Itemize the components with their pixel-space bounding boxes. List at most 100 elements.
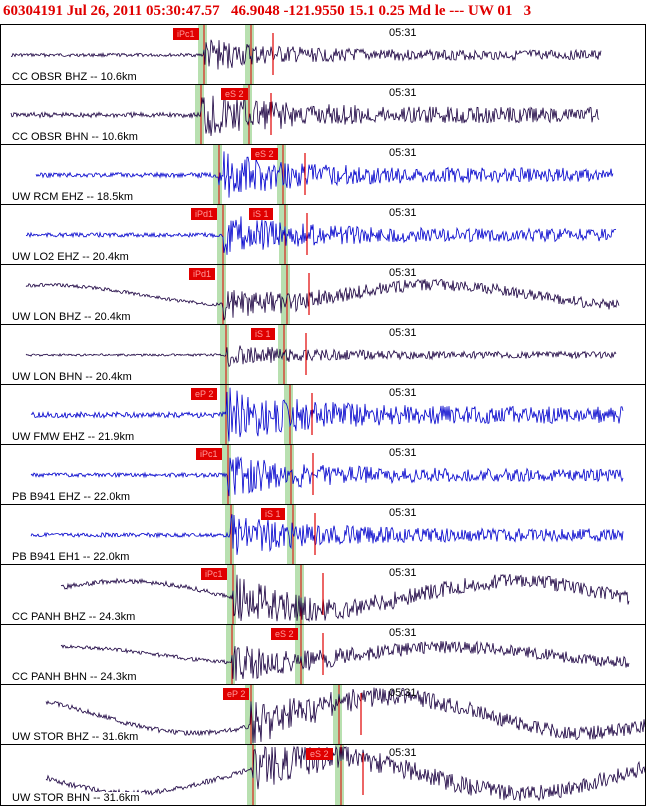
arrival-window bbox=[295, 625, 304, 684]
time-tick-label: 05:31 bbox=[389, 567, 417, 579]
trace-panel[interactable]: 05:31 eP 2 UW STOR BHZ -- 31.6km bbox=[0, 684, 646, 744]
trace-svg bbox=[25, 265, 620, 324]
time-tick-label: 05:31 bbox=[389, 27, 417, 39]
trace-panel[interactable]: 05:31 iS 1 PB B941 EH1 -- 22.0km bbox=[0, 504, 646, 564]
event-extra: 3 bbox=[523, 3, 532, 19]
event-flag: le bbox=[434, 3, 446, 19]
pick-flag[interactable]: iPd1 bbox=[189, 268, 216, 280]
waveform bbox=[10, 39, 602, 70]
arrival-window bbox=[335, 745, 344, 805]
trace-label: CC OBSR BHZ -- 10.6km bbox=[11, 71, 138, 83]
pick-flag[interactable]: eP 2 bbox=[191, 388, 218, 400]
trace-panel[interactable]: 05:31 iPc1 CC OBSR BHZ -- 10.6km bbox=[0, 24, 646, 84]
trace-label: PB B941 EHZ -- 22.0km bbox=[11, 491, 131, 503]
arrival-window bbox=[247, 745, 256, 805]
event-version: 01 bbox=[497, 3, 513, 19]
trace-label: UW FMW EHZ -- 21.9km bbox=[11, 431, 136, 443]
waveform bbox=[45, 687, 645, 744]
waveform bbox=[30, 387, 624, 442]
pick-flag[interactable]: iS 1 bbox=[249, 208, 273, 220]
trace-panel[interactable]: 05:31 eS 2 UW STOR BHN -- 31.6km bbox=[0, 744, 646, 806]
pick-flag[interactable]: iS 1 bbox=[251, 328, 275, 340]
arrival-window bbox=[226, 625, 235, 684]
time-tick-label: 05:31 bbox=[389, 687, 417, 699]
arrival-window bbox=[195, 85, 204, 144]
waveform bbox=[10, 95, 600, 137]
waveform bbox=[25, 216, 617, 255]
time-tick-label: 05:31 bbox=[389, 327, 417, 339]
trace-panel[interactable]: 05:31 iS 1 UW LON BHN -- 20.4km bbox=[0, 324, 646, 384]
time-tick-label: 05:31 bbox=[389, 87, 417, 99]
pick-flag[interactable]: eS 2 bbox=[221, 88, 248, 100]
time-tick-label: 05:31 bbox=[389, 387, 417, 399]
trace-label: PB B941 EH1 -- 22.0km bbox=[11, 551, 131, 563]
event-lon: -121.9550 bbox=[283, 3, 345, 19]
trace-panel[interactable]: 05:31 iPd1 UW LON BHZ -- 20.4km bbox=[0, 264, 646, 324]
trace-svg bbox=[60, 565, 630, 624]
time-tick-label: 05:31 bbox=[389, 267, 417, 279]
event-mag-type: Md bbox=[408, 3, 431, 19]
trace-panel[interactable]: 05:31 iPc1 PB B941 EHZ -- 22.0km bbox=[0, 444, 646, 504]
trace-svg bbox=[10, 25, 602, 84]
pick-flag[interactable]: iS 1 bbox=[261, 508, 285, 520]
trace-panel[interactable]: 05:31 iPc1 CC PANH BHZ -- 24.3km bbox=[0, 564, 646, 624]
event-depth: 15.1 bbox=[348, 3, 375, 19]
pick-flag[interactable]: eS 2 bbox=[271, 628, 298, 640]
time-tick-label: 05:31 bbox=[389, 147, 417, 159]
trace-panel[interactable]: 05:31 eS 2 CC PANH BHN -- 24.3km bbox=[0, 624, 646, 684]
trace-panel[interactable]: 05:31 eS 2 UW RCM EHZ -- 18.5km bbox=[0, 144, 646, 204]
pick-flag[interactable]: iPd1 bbox=[191, 208, 218, 220]
trace-label: UW RCM EHZ -- 18.5km bbox=[11, 191, 134, 203]
trace-svg bbox=[30, 385, 624, 444]
event-date: Jul 26, 2011 bbox=[66, 3, 143, 19]
time-tick-label: 05:31 bbox=[389, 447, 417, 459]
waveform bbox=[60, 640, 630, 681]
pick-flag[interactable]: iPc1 bbox=[201, 568, 227, 580]
arrival-window bbox=[333, 685, 342, 744]
pick-flag[interactable]: eS 2 bbox=[306, 748, 333, 760]
trace-panel[interactable]: 05:31 eS 2 CC OBSR BHN -- 10.6km bbox=[0, 84, 646, 144]
trace-svg bbox=[10, 85, 600, 144]
time-tick-label: 05:31 bbox=[389, 207, 417, 219]
trace-svg bbox=[45, 745, 645, 805]
trace-label: CC PANH BHN -- 24.3km bbox=[11, 671, 138, 683]
time-tick-label: 05:31 bbox=[389, 627, 417, 639]
pick-flag[interactable]: iPc1 bbox=[173, 28, 199, 40]
arrival-window bbox=[277, 145, 286, 204]
pick-flag[interactable]: eP 2 bbox=[223, 688, 250, 700]
pick-flag[interactable]: iPc1 bbox=[196, 448, 222, 460]
time-tick-label: 05:31 bbox=[389, 507, 417, 519]
trace-svg bbox=[25, 325, 617, 384]
trace-svg bbox=[25, 205, 617, 264]
time-tick-label: 05:31 bbox=[389, 747, 417, 759]
arrival-window bbox=[295, 565, 304, 624]
event-separator: --- bbox=[449, 3, 465, 19]
trace-label: CC PANH BHZ -- 24.3km bbox=[11, 611, 137, 623]
arrival-window bbox=[220, 325, 229, 384]
waveform bbox=[45, 745, 645, 802]
arrival-window bbox=[227, 565, 236, 624]
trace-panel[interactable]: 05:31 iPd1 iS 1 UW LO2 EHZ -- 20.4km bbox=[0, 204, 646, 264]
waveform bbox=[30, 456, 624, 497]
event-lat: 46.9048 bbox=[230, 3, 280, 19]
waveform bbox=[60, 573, 630, 623]
arrival-window bbox=[220, 385, 229, 444]
trace-panel[interactable]: 05:31 eP 2 UW FMW EHZ -- 21.9km bbox=[0, 384, 646, 444]
event-id: 60304191 bbox=[3, 3, 63, 19]
event-network: UW bbox=[468, 3, 494, 19]
waveform bbox=[25, 345, 617, 368]
trace-label: UW STOR BHZ -- 31.6km bbox=[11, 731, 140, 743]
arrival-window bbox=[281, 265, 290, 324]
trace-svg bbox=[35, 145, 614, 204]
pick-flag[interactable]: eS 2 bbox=[251, 148, 278, 160]
waveform bbox=[35, 151, 614, 198]
trace-svg bbox=[30, 445, 624, 504]
arrival-window bbox=[217, 265, 226, 324]
event-header: 60304191 Jul 26, 2011 05:30:47.57 46.904… bbox=[0, 0, 648, 24]
trace-label: UW LON BHN -- 20.4km bbox=[11, 371, 133, 383]
trace-label: UW STOR BHN -- 31.6km bbox=[11, 792, 141, 804]
event-time: 05:30:47.57 bbox=[145, 3, 220, 19]
waveform bbox=[30, 514, 624, 555]
trace-svg bbox=[45, 685, 645, 744]
event-magnitude: 0.25 bbox=[378, 3, 405, 19]
